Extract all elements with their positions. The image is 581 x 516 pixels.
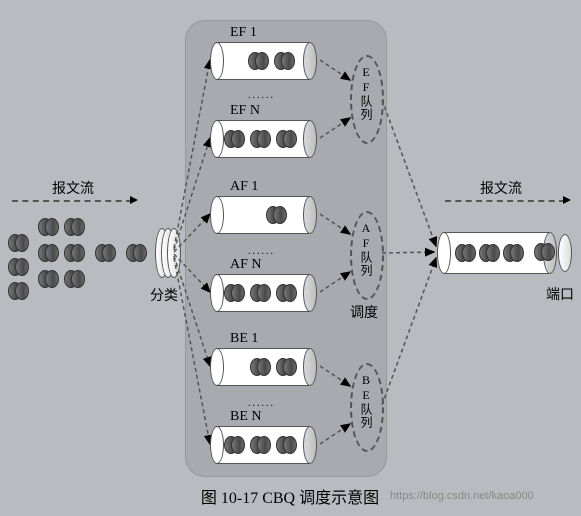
scheduling-label: 调度 xyxy=(350,302,378,322)
arrowhead-icon xyxy=(130,196,138,204)
ellipsis: ...... xyxy=(248,246,275,257)
be-queue-label: BE队列 xyxy=(358,373,375,429)
input-flow-label: 报文流 xyxy=(52,178,94,198)
ef-queue-label: EF队列 xyxy=(358,65,375,121)
queue-af1 xyxy=(210,196,315,232)
ben-label: BE N xyxy=(230,409,262,425)
queue-efn xyxy=(210,120,315,156)
port-label: 端口 xyxy=(546,284,574,304)
output-flow-label: 报文流 xyxy=(480,178,522,198)
arrowhead-icon xyxy=(563,196,571,204)
watermark: https://blog.csdn.net/kaoa000 xyxy=(390,490,534,502)
afn-label: AF N xyxy=(230,257,262,273)
figure-caption: 图 10-17 CBQ 调度示意图 xyxy=(150,484,430,508)
cbq-scheduling-diagram: 报文流 分类 xyxy=(0,0,581,516)
output-flow-arrow xyxy=(445,200,565,202)
output-packet xyxy=(534,243,556,259)
af1-label: AF 1 xyxy=(230,179,258,195)
queue-ben xyxy=(210,426,315,462)
queue-afn xyxy=(210,274,315,310)
af-queue-label: AF队列 xyxy=(358,221,375,277)
efn-label: EF N xyxy=(230,103,260,119)
ellipsis: ...... xyxy=(248,90,275,101)
ellipsis: ...... xyxy=(248,398,275,409)
port-disc xyxy=(558,234,572,272)
queue-be1 xyxy=(210,348,315,384)
queue-ef1 xyxy=(210,42,315,78)
input-flow-arrow xyxy=(12,200,132,202)
be1-label: BE 1 xyxy=(230,331,258,347)
classifier-label: 分类 xyxy=(150,285,178,305)
ef1-label: EF 1 xyxy=(230,25,257,41)
